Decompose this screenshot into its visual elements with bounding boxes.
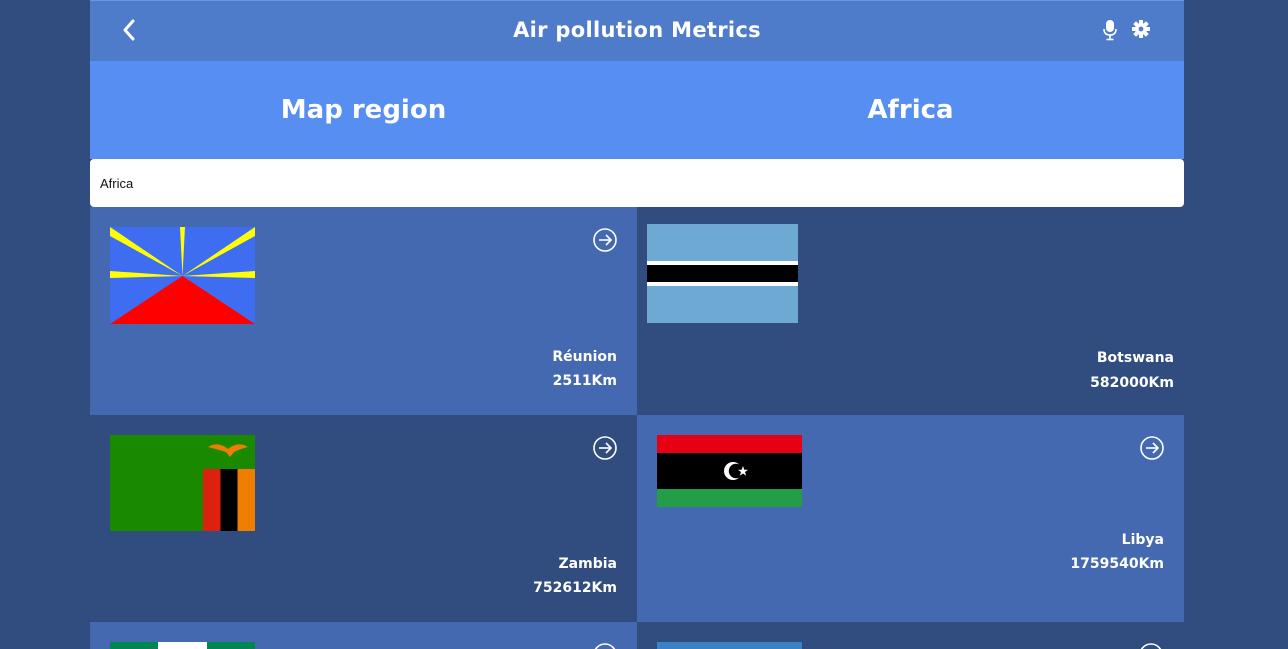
region-label: Map region bbox=[280, 95, 447, 125]
country-area: 582000Km bbox=[1090, 375, 1174, 391]
botswana-flag bbox=[647, 224, 798, 323]
country-card-zambia[interactable]: Zambia 752612Km bbox=[90, 415, 637, 622]
country-card-partial[interactable] bbox=[637, 622, 1184, 649]
country-area: 752612Km bbox=[533, 580, 617, 596]
country-name: Botswana bbox=[1096, 350, 1174, 366]
country-card-libya[interactable]: Libya 1759540Km bbox=[637, 415, 1184, 622]
country-flag-partial bbox=[110, 642, 255, 649]
region-value: Africa bbox=[867, 95, 954, 125]
zambia-flag bbox=[110, 435, 255, 531]
top-bar: Air pollution Metrics bbox=[90, 0, 1184, 62]
country-card-botswana[interactable]: Botswana 582000Km bbox=[637, 207, 1184, 415]
country-area: 1759540Km bbox=[1070, 556, 1164, 572]
country-flag-partial bbox=[657, 642, 802, 649]
region-banner: Map region Africa bbox=[90, 61, 1184, 159]
arrow-circle-right-icon[interactable] bbox=[1138, 642, 1164, 649]
country-card-reunion[interactable]: Réunion 2511Km bbox=[90, 207, 637, 415]
arrow-circle-right-icon[interactable] bbox=[592, 435, 618, 461]
page-title: Air pollution Metrics bbox=[513, 18, 761, 42]
search-input[interactable] bbox=[90, 159, 1184, 207]
arrow-circle-right-icon[interactable] bbox=[1139, 435, 1165, 461]
reunion-flag bbox=[110, 227, 255, 324]
arrow-circle-right-icon[interactable] bbox=[592, 642, 618, 649]
gear-icon[interactable] bbox=[1131, 19, 1151, 39]
microphone-icon[interactable] bbox=[1102, 19, 1118, 41]
country-name: Zambia bbox=[558, 556, 617, 572]
back-arrow-icon[interactable] bbox=[118, 17, 140, 43]
app-container: Air pollution Metrics Map region Af bbox=[90, 0, 1184, 649]
country-name: Réunion bbox=[552, 349, 617, 365]
libya-flag bbox=[657, 435, 802, 507]
country-area: 2511Km bbox=[552, 373, 617, 389]
country-card-partial[interactable] bbox=[90, 622, 637, 649]
arrow-circle-right-icon[interactable] bbox=[592, 227, 618, 253]
country-name: Libya bbox=[1121, 532, 1164, 548]
search-bar bbox=[90, 159, 1184, 207]
